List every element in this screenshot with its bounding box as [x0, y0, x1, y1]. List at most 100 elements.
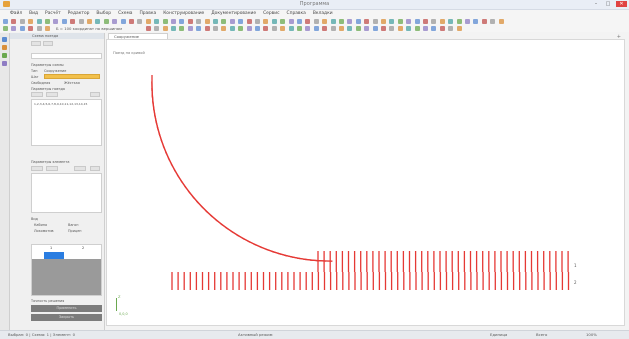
toolbar-button-icon[interactable] — [238, 19, 244, 24]
toolbar-button-icon[interactable] — [162, 19, 168, 24]
toolbar-button-icon[interactable] — [431, 26, 437, 31]
model-icon[interactable] — [2, 37, 7, 42]
panel-tool-button-2[interactable] — [43, 41, 53, 46]
toolbar-button-icon[interactable] — [271, 26, 277, 31]
toolbar-button-icon[interactable] — [406, 19, 412, 24]
menu-edit[interactable]: Правка — [139, 11, 157, 16]
toolbar-button-icon[interactable] — [297, 19, 302, 24]
option-locomotive[interactable]: Локомотив — [34, 229, 54, 233]
toolbar-button-icon[interactable] — [137, 19, 143, 24]
toolbar-button-icon[interactable] — [179, 26, 185, 31]
radio-free[interactable]: Свободная — [31, 81, 51, 85]
toolbar-button-icon[interactable] — [498, 19, 504, 24]
toolbar-button-icon[interactable] — [103, 19, 109, 24]
menu-editor[interactable]: Редактор — [67, 11, 90, 16]
toolbar-button-icon[interactable] — [372, 19, 378, 24]
toolbar-button-icon[interactable] — [154, 26, 160, 31]
toolbar-button-icon[interactable] — [61, 19, 67, 24]
element-copy-button[interactable] — [74, 166, 86, 171]
coords-mode-label[interactable]: Б = 100 координат по вершинам — [56, 26, 122, 31]
load-icon[interactable] — [2, 45, 7, 50]
toolbar-button-icon[interactable] — [330, 26, 336, 31]
toolbar-button-icon[interactable] — [339, 19, 344, 24]
minimize-icon[interactable]: – — [594, 1, 598, 7]
type-value[interactable]: Сооружение — [44, 69, 67, 73]
menu-design[interactable]: Конструирование — [163, 11, 205, 16]
toolbar-button-icon[interactable] — [187, 26, 193, 31]
toolbar-button-icon[interactable] — [439, 19, 445, 24]
toolbar-button-icon[interactable] — [229, 19, 235, 24]
close-icon[interactable]: ✕ — [616, 1, 627, 7]
toolbar-button-icon[interactable] — [389, 26, 395, 31]
toolbar-button-icon[interactable] — [288, 19, 294, 24]
menu-view[interactable]: Вид — [29, 11, 39, 16]
tab-structure[interactable]: Сооружение — [108, 33, 168, 39]
toolbar-button-icon[interactable] — [221, 19, 227, 24]
toolbar-button-icon[interactable] — [305, 26, 311, 31]
close-panel-button[interactable]: Закрыть — [31, 314, 102, 321]
toolbar-button-icon[interactable] — [36, 19, 42, 24]
toolbar-button-icon[interactable] — [213, 19, 218, 24]
element-grid[interactable]: 1 2 — [31, 244, 102, 296]
menu-calc[interactable]: Расчёт — [45, 11, 61, 16]
toolbar-button-icon[interactable] — [364, 19, 370, 24]
toolbar-button-icon[interactable] — [406, 26, 412, 31]
toolbar-button-icon[interactable] — [45, 19, 50, 24]
toolbar-button-icon[interactable] — [439, 26, 445, 31]
toolbar-button-icon[interactable] — [381, 26, 386, 31]
option-trailer[interactable]: Прицеп — [68, 229, 82, 233]
grid-selected-cell[interactable] — [44, 252, 64, 259]
menu-file[interactable]: Файл — [10, 11, 23, 16]
toolbar-button-icon[interactable] — [229, 26, 235, 31]
toolbar-button-icon[interactable] — [456, 19, 462, 24]
toolbar-button-icon[interactable] — [196, 19, 202, 24]
toolbar-button-icon[interactable] — [397, 26, 403, 31]
toolbar-button-icon[interactable] — [330, 19, 336, 24]
toolbar-button-icon[interactable] — [355, 19, 361, 24]
toolbar-button-icon[interactable] — [179, 19, 185, 24]
toolbar-button-icon[interactable] — [271, 19, 277, 24]
options-button[interactable] — [90, 92, 100, 97]
toolbar-button-icon[interactable] — [347, 26, 353, 31]
train-list[interactable]: 1,2,3,4,5,6,7,8,9,10,11,12,13,14,15 — [31, 99, 102, 146]
toolbar-button-icon[interactable] — [19, 26, 25, 31]
toolbar-button-icon[interactable] — [423, 19, 428, 24]
doc-icon[interactable] — [2, 61, 7, 66]
toolbar-button-icon[interactable] — [11, 26, 17, 31]
toolbar-button-icon[interactable] — [322, 26, 328, 31]
toolbar-button-icon[interactable] — [28, 26, 34, 31]
menu-docs[interactable]: Документирование — [211, 11, 257, 16]
toolbar-button-icon[interactable] — [448, 19, 454, 24]
toolbar-button-icon[interactable] — [28, 19, 34, 24]
toolbar-button-icon[interactable] — [465, 19, 470, 24]
toolbar-button-icon[interactable] — [313, 19, 319, 24]
toolbar-button-icon[interactable] — [53, 19, 59, 24]
option-wagon[interactable]: Вагон — [68, 223, 79, 227]
toolbar-button-icon[interactable] — [204, 26, 210, 31]
toolbar-button-icon[interactable] — [389, 19, 395, 24]
toolbar-button-icon[interactable] — [397, 19, 403, 24]
toolbar-button-icon[interactable] — [246, 19, 252, 24]
menu-service[interactable]: Сервис — [263, 11, 280, 16]
toolbar-button-icon[interactable] — [414, 19, 420, 24]
toolbar-button-icon[interactable] — [19, 19, 25, 24]
toolbar-button-icon[interactable] — [414, 26, 420, 31]
toolbar-button-icon[interactable] — [45, 26, 50, 31]
toolbar-button-icon[interactable] — [213, 26, 218, 31]
step-field-highlighted[interactable] — [44, 74, 100, 79]
toolbar-button-icon[interactable] — [263, 19, 269, 24]
toolbar-button-icon[interactable] — [280, 26, 286, 31]
menu-scheme[interactable]: Схема — [118, 11, 133, 16]
element-add-button[interactable] — [31, 166, 43, 171]
toolbar-button-icon[interactable] — [372, 26, 378, 31]
toolbar-button-icon[interactable] — [87, 19, 92, 24]
toolbar-button-icon[interactable] — [238, 26, 244, 31]
toolbar-button-icon[interactable] — [490, 19, 496, 24]
toolbar-button-icon[interactable] — [171, 26, 176, 31]
toolbar-button-icon[interactable] — [473, 19, 479, 24]
toolbar-button-icon[interactable] — [255, 26, 260, 31]
toolbar-button-icon[interactable] — [95, 19, 101, 24]
toolbar-button-icon[interactable] — [154, 19, 160, 24]
toolbar-button-icon[interactable] — [196, 26, 202, 31]
menu-select[interactable]: Выбор — [96, 11, 112, 16]
